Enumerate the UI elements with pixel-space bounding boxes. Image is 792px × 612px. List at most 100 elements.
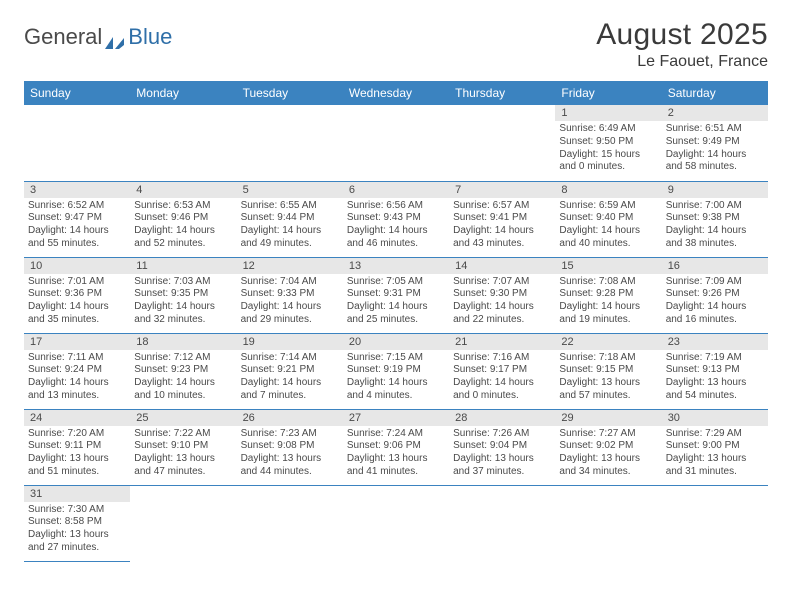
- day-details: Sunrise: 7:20 AMSunset: 9:11 PMDaylight:…: [24, 426, 130, 482]
- daylight-line: Daylight: 14 hours and 25 minutes.: [347, 301, 444, 327]
- day-details: Sunrise: 7:04 AMSunset: 9:33 PMDaylight:…: [237, 274, 343, 330]
- calendar-cell: 25Sunrise: 7:22 AMSunset: 9:10 PMDayligh…: [130, 409, 236, 485]
- day-number: 9: [662, 182, 768, 198]
- calendar-cell: 21Sunrise: 7:16 AMSunset: 9:17 PMDayligh…: [449, 333, 555, 409]
- sunrise-line: Sunrise: 7:24 AM: [347, 428, 444, 441]
- sunrise-line: Sunrise: 7:16 AM: [453, 352, 550, 365]
- daylight-line: Daylight: 13 hours and 57 minutes.: [559, 377, 656, 403]
- sunset-line: Sunset: 9:38 PM: [666, 212, 763, 225]
- day-number: 21: [449, 334, 555, 350]
- sunrise-line: Sunrise: 7:22 AM: [134, 428, 231, 441]
- calendar-cell-empty: [343, 485, 449, 561]
- sunrise-line: Sunrise: 7:30 AM: [28, 504, 125, 517]
- calendar-cell: 31Sunrise: 7:30 AMSunset: 8:58 PMDayligh…: [24, 485, 130, 561]
- day-number: 20: [343, 334, 449, 350]
- daylight-line: Daylight: 15 hours and 0 minutes.: [559, 149, 656, 175]
- calendar-cell: 29Sunrise: 7:27 AMSunset: 9:02 PMDayligh…: [555, 409, 661, 485]
- daylight-line: Daylight: 13 hours and 54 minutes.: [666, 377, 763, 403]
- calendar-cell-empty: [237, 485, 343, 561]
- sunset-line: Sunset: 9:11 PM: [28, 440, 125, 453]
- calendar-cell-empty: [662, 485, 768, 561]
- sunrise-line: Sunrise: 7:26 AM: [453, 428, 550, 441]
- sunrise-line: Sunrise: 6:51 AM: [666, 123, 763, 136]
- sunset-line: Sunset: 9:02 PM: [559, 440, 656, 453]
- day-details: Sunrise: 6:56 AMSunset: 9:43 PMDaylight:…: [343, 198, 449, 254]
- day-number: 15: [555, 258, 661, 274]
- sunset-line: Sunset: 9:23 PM: [134, 364, 231, 377]
- calendar-week-row: 31Sunrise: 7:30 AMSunset: 8:58 PMDayligh…: [24, 485, 768, 561]
- sunrise-line: Sunrise: 6:59 AM: [559, 200, 656, 213]
- day-details: Sunrise: 6:49 AMSunset: 9:50 PMDaylight:…: [555, 121, 661, 177]
- sunset-line: Sunset: 9:24 PM: [28, 364, 125, 377]
- header: General Blue August 2025 Le Faouet, Fran…: [24, 18, 768, 71]
- day-details: Sunrise: 6:52 AMSunset: 9:47 PMDaylight:…: [24, 198, 130, 254]
- day-details: Sunrise: 6:59 AMSunset: 9:40 PMDaylight:…: [555, 198, 661, 254]
- daylight-line: Daylight: 14 hours and 43 minutes.: [453, 225, 550, 251]
- day-number: 29: [555, 410, 661, 426]
- sunrise-line: Sunrise: 7:08 AM: [559, 276, 656, 289]
- sunset-line: Sunset: 9:19 PM: [347, 364, 444, 377]
- day-details: Sunrise: 7:07 AMSunset: 9:30 PMDaylight:…: [449, 274, 555, 330]
- day-number: 3: [24, 182, 130, 198]
- logo: General Blue: [24, 24, 172, 50]
- sunset-line: Sunset: 9:33 PM: [241, 288, 338, 301]
- daylight-line: Daylight: 13 hours and 41 minutes.: [347, 453, 444, 479]
- daylight-line: Daylight: 14 hours and 16 minutes.: [666, 301, 763, 327]
- sunrise-line: Sunrise: 7:04 AM: [241, 276, 338, 289]
- sunset-line: Sunset: 9:43 PM: [347, 212, 444, 225]
- day-details: Sunrise: 7:15 AMSunset: 9:19 PMDaylight:…: [343, 350, 449, 406]
- sunrise-line: Sunrise: 6:52 AM: [28, 200, 125, 213]
- sunset-line: Sunset: 9:04 PM: [453, 440, 550, 453]
- sunrise-line: Sunrise: 7:07 AM: [453, 276, 550, 289]
- day-number: 12: [237, 258, 343, 274]
- daylight-line: Daylight: 14 hours and 49 minutes.: [241, 225, 338, 251]
- sunrise-line: Sunrise: 7:03 AM: [134, 276, 231, 289]
- day-details: Sunrise: 7:22 AMSunset: 9:10 PMDaylight:…: [130, 426, 236, 482]
- day-details: Sunrise: 7:09 AMSunset: 9:26 PMDaylight:…: [662, 274, 768, 330]
- sunrise-line: Sunrise: 7:23 AM: [241, 428, 338, 441]
- day-details: Sunrise: 7:26 AMSunset: 9:04 PMDaylight:…: [449, 426, 555, 482]
- day-details: Sunrise: 7:08 AMSunset: 9:28 PMDaylight:…: [555, 274, 661, 330]
- calendar-cell: 15Sunrise: 7:08 AMSunset: 9:28 PMDayligh…: [555, 257, 661, 333]
- calendar-cell: 10Sunrise: 7:01 AMSunset: 9:36 PMDayligh…: [24, 257, 130, 333]
- sunrise-line: Sunrise: 7:18 AM: [559, 352, 656, 365]
- sunrise-line: Sunrise: 7:12 AM: [134, 352, 231, 365]
- daylight-line: Daylight: 14 hours and 7 minutes.: [241, 377, 338, 403]
- calendar-cell-empty: [237, 105, 343, 181]
- sunset-line: Sunset: 9:15 PM: [559, 364, 656, 377]
- calendar-cell: 11Sunrise: 7:03 AMSunset: 9:35 PMDayligh…: [130, 257, 236, 333]
- sunset-line: Sunset: 9:36 PM: [28, 288, 125, 301]
- day-details: Sunrise: 7:01 AMSunset: 9:36 PMDaylight:…: [24, 274, 130, 330]
- daylight-line: Daylight: 14 hours and 29 minutes.: [241, 301, 338, 327]
- day-details: Sunrise: 7:18 AMSunset: 9:15 PMDaylight:…: [555, 350, 661, 406]
- day-number: 28: [449, 410, 555, 426]
- daylight-line: Daylight: 14 hours and 58 minutes.: [666, 149, 763, 175]
- sunrise-line: Sunrise: 7:20 AM: [28, 428, 125, 441]
- calendar-cell: 27Sunrise: 7:24 AMSunset: 9:06 PMDayligh…: [343, 409, 449, 485]
- calendar-cell: 19Sunrise: 7:14 AMSunset: 9:21 PMDayligh…: [237, 333, 343, 409]
- calendar-cell: 9Sunrise: 7:00 AMSunset: 9:38 PMDaylight…: [662, 181, 768, 257]
- day-number: 5: [237, 182, 343, 198]
- sunset-line: Sunset: 9:46 PM: [134, 212, 231, 225]
- sunset-line: Sunset: 9:06 PM: [347, 440, 444, 453]
- daylight-line: Daylight: 14 hours and 22 minutes.: [453, 301, 550, 327]
- daylight-line: Daylight: 14 hours and 4 minutes.: [347, 377, 444, 403]
- calendar-cell: 2Sunrise: 6:51 AMSunset: 9:49 PMDaylight…: [662, 105, 768, 181]
- day-number: 2: [662, 105, 768, 121]
- daylight-line: Daylight: 14 hours and 35 minutes.: [28, 301, 125, 327]
- day-number: 8: [555, 182, 661, 198]
- sunset-line: Sunset: 9:08 PM: [241, 440, 338, 453]
- day-details: Sunrise: 7:12 AMSunset: 9:23 PMDaylight:…: [130, 350, 236, 406]
- calendar-cell: 6Sunrise: 6:56 AMSunset: 9:43 PMDaylight…: [343, 181, 449, 257]
- calendar-cell: 12Sunrise: 7:04 AMSunset: 9:33 PMDayligh…: [237, 257, 343, 333]
- calendar-cell: 28Sunrise: 7:26 AMSunset: 9:04 PMDayligh…: [449, 409, 555, 485]
- day-number: 30: [662, 410, 768, 426]
- calendar-cell: 13Sunrise: 7:05 AMSunset: 9:31 PMDayligh…: [343, 257, 449, 333]
- day-number: 4: [130, 182, 236, 198]
- daylight-line: Daylight: 14 hours and 10 minutes.: [134, 377, 231, 403]
- sail-icon: [104, 30, 126, 44]
- calendar-cell: 23Sunrise: 7:19 AMSunset: 9:13 PMDayligh…: [662, 333, 768, 409]
- column-header-monday: Monday: [130, 81, 236, 105]
- calendar-cell: 3Sunrise: 6:52 AMSunset: 9:47 PMDaylight…: [24, 181, 130, 257]
- calendar-week-row: 24Sunrise: 7:20 AMSunset: 9:11 PMDayligh…: [24, 409, 768, 485]
